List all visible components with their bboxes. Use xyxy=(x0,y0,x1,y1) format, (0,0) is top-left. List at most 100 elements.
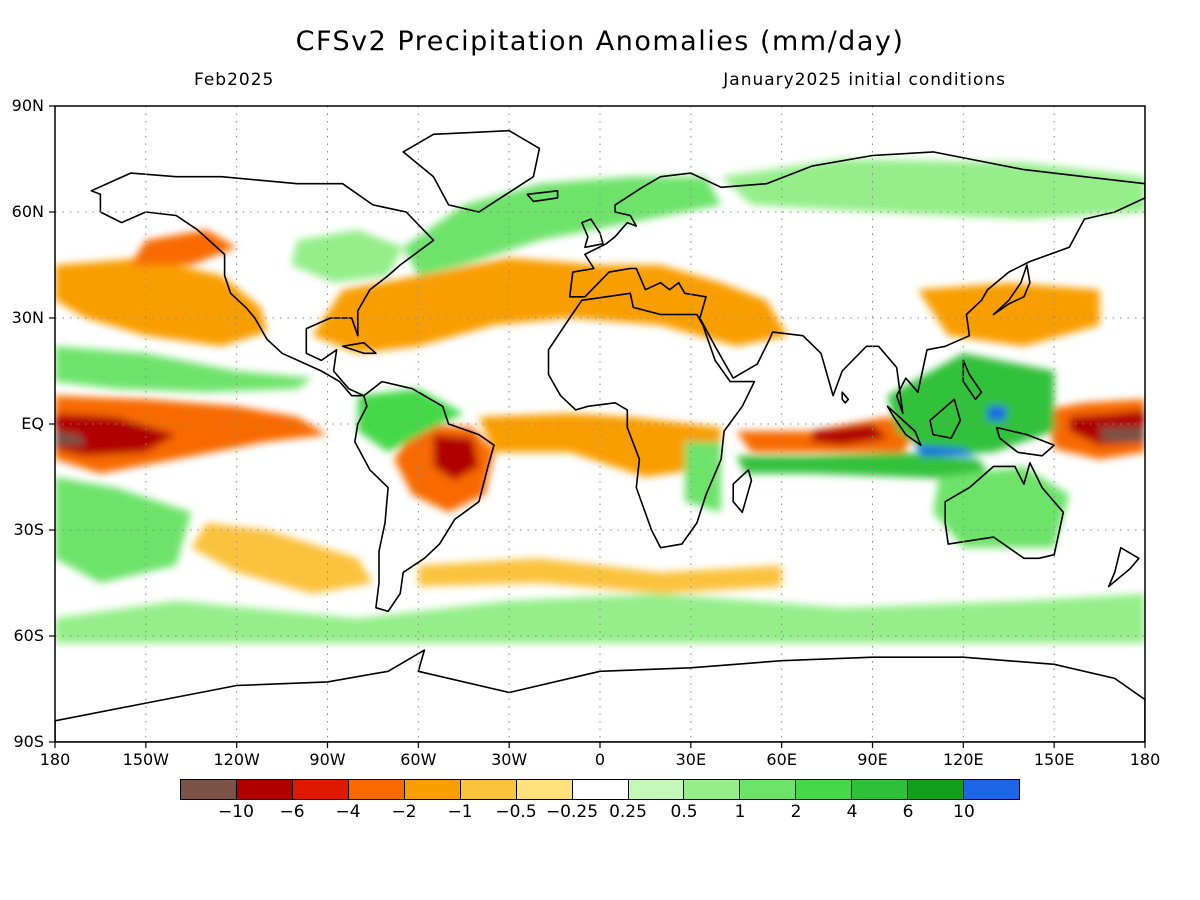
legend-swatch-2 xyxy=(292,780,349,799)
anomaly-region-pac-eq-dry xyxy=(55,395,328,474)
legend-label-5: −0.5 xyxy=(495,802,537,822)
legend-swatch-1 xyxy=(236,780,293,799)
legend-label-4: −1 xyxy=(447,802,473,822)
legend-label-0: −10 xyxy=(218,802,254,822)
coastline-new-zealand xyxy=(1107,546,1140,588)
legend-swatch-4 xyxy=(404,780,461,799)
lon-label-30W: 30W xyxy=(491,750,528,769)
legend-label-1: −6 xyxy=(279,802,305,822)
coastline-africa xyxy=(547,292,756,549)
coastline-australia xyxy=(944,462,1065,560)
coastline-sri-lanka xyxy=(841,391,850,404)
legend-label-13: 10 xyxy=(953,802,975,822)
legend-swatch-8 xyxy=(628,780,685,799)
anomaly-region-indian-dry-core xyxy=(811,424,888,446)
lat-label-90S: 90S xyxy=(13,732,44,751)
lat-label-30N: 30N xyxy=(11,308,44,327)
anomaly-region-alaska-dry xyxy=(130,229,237,265)
anomaly-region-pac-eq-brown xyxy=(55,431,86,446)
lon-label-90W: 90W xyxy=(309,750,346,769)
anomaly-region-soc-dry xyxy=(418,558,782,594)
legend-swatch-9 xyxy=(684,780,741,799)
legend-label-8: 0.5 xyxy=(670,802,698,822)
legend-label-7: 0.25 xyxy=(609,802,647,822)
anomaly-region-soc-wet xyxy=(55,593,1145,644)
anomaly-region-npac-dry xyxy=(55,257,267,347)
legend-swatch-12 xyxy=(852,780,909,799)
anomaly-region-canada-wet xyxy=(291,229,404,283)
legend-label-12: 6 xyxy=(902,802,914,822)
lon-label-150E: 150E xyxy=(1033,750,1075,769)
legend-label-6: −0.25 xyxy=(545,802,599,822)
lon-label-30E: 30E xyxy=(675,750,707,769)
anomaly-region-eq-atl-dry xyxy=(478,413,722,477)
lon-label-90E: 90E xyxy=(857,750,888,769)
coastline-north-america xyxy=(90,172,435,397)
color-legend xyxy=(180,779,1020,800)
initial-conditions-label: January2025 initial conditions xyxy=(723,70,1006,90)
coastline-south-america xyxy=(353,380,495,613)
legend-swatch-13 xyxy=(908,780,965,799)
legend-label-10: 2 xyxy=(790,802,802,822)
lat-label-EQ: EQ xyxy=(21,414,44,433)
legend-label-2: −4 xyxy=(335,802,361,822)
lat-label-60S: 60S xyxy=(13,626,44,645)
anomaly-region-africa-wet xyxy=(684,441,722,513)
lon-label-180-west: 180 xyxy=(39,750,71,769)
graticule xyxy=(55,106,1145,742)
forecast-month-label: Feb2025 xyxy=(194,70,275,90)
map-title: CFSv2 Precipitation Anomalies (mm/day) xyxy=(295,26,905,57)
lon-label-120W: 120W xyxy=(213,750,260,769)
anomaly-shading xyxy=(55,159,1145,644)
lon-label-60E: 60E xyxy=(766,750,797,769)
coastline-antarctica xyxy=(55,649,1145,742)
lat-label-90N: 90N xyxy=(11,96,44,115)
legend-swatch-0 xyxy=(181,780,237,799)
legend-label-11: 4 xyxy=(846,802,858,822)
coastline-philippines xyxy=(962,359,983,401)
coastline-uk xyxy=(580,218,604,249)
legend-swatch-6 xyxy=(516,780,573,799)
coastline-eurasia xyxy=(568,151,1145,415)
anomaly-region-maritime-wet xyxy=(887,353,1055,456)
anomaly-region-wpac-brown xyxy=(1099,427,1145,442)
legend-swatch-3 xyxy=(348,780,405,799)
legend-swatch-5 xyxy=(460,780,517,799)
anomaly-region-amazon-wet xyxy=(357,388,464,453)
anomaly-region-australia-wet xyxy=(933,466,1070,548)
anomaly-region-indian-wet xyxy=(736,452,994,481)
anomaly-region-natl-wet xyxy=(403,176,722,276)
anomaly-region-brazil-dry-core xyxy=(433,434,479,481)
coastline-japan xyxy=(992,264,1031,316)
axis-ticks xyxy=(49,105,1146,748)
legend-swatch-14 xyxy=(964,780,1020,799)
lon-label-150W: 150W xyxy=(122,750,169,769)
lat-label-30S: 30S xyxy=(13,520,44,539)
anomaly-region-maritime-blue-a xyxy=(987,406,1006,421)
legend-label-3: −2 xyxy=(391,802,417,822)
anomaly-region-arctic-wet xyxy=(721,159,1145,220)
legend-swatch-10 xyxy=(740,780,797,799)
anomaly-region-npac-wet xyxy=(55,346,313,393)
legend-swatch-11 xyxy=(796,780,853,799)
anomaly-region-spac-dry xyxy=(191,522,373,594)
coastline-cuba xyxy=(341,341,377,355)
coastline-greenland xyxy=(402,129,541,213)
lon-label-60W: 60W xyxy=(400,750,437,769)
anomaly-region-maritime-blue-b xyxy=(914,445,976,456)
lon-label-0: 0 xyxy=(594,750,606,769)
coastline-iceland xyxy=(526,190,559,203)
coastline-sumatra xyxy=(886,405,922,447)
anomaly-region-atl-dry-band xyxy=(312,257,788,354)
legend-label-9: 1 xyxy=(734,802,746,822)
legend-swatch-7 xyxy=(572,780,629,799)
coastline-new-guinea xyxy=(995,426,1055,457)
lon-label-120E: 120E xyxy=(943,750,984,769)
lat-label-60N: 60N xyxy=(11,202,44,221)
anomaly-region-china-dry xyxy=(917,282,1100,347)
coastline-borneo xyxy=(929,398,962,439)
coastline-madagascar xyxy=(732,469,753,514)
coastlines xyxy=(55,129,1145,742)
lon-label-180-east: 180 xyxy=(1129,750,1161,769)
